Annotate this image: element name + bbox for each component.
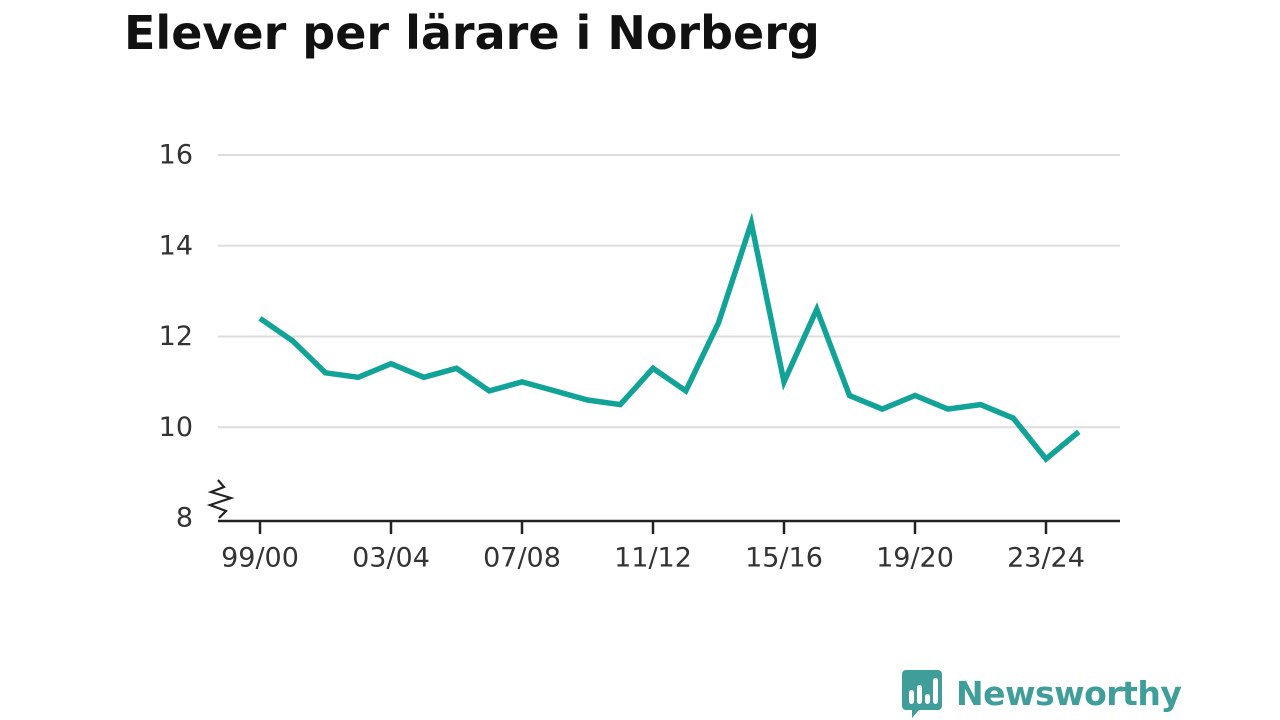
newsworthy-logo-text: Newsworthy <box>956 674 1182 713</box>
x-tick-label: 15/16 <box>745 543 823 574</box>
y-tick-label: 12 <box>159 321 193 352</box>
chart-title: Elever per lärare i Norberg <box>124 6 820 60</box>
y-tick-label: 10 <box>159 412 193 443</box>
y-axis-break-icon <box>206 479 235 519</box>
x-tick-label: 07/08 <box>483 543 561 574</box>
x-tick-label: 23/24 <box>1007 543 1085 574</box>
newsworthy-logo-icon <box>902 670 942 718</box>
gridlines <box>218 154 1120 429</box>
x-axis <box>206 479 1120 534</box>
x-axis-labels: 99/00 03/04 07/08 11/12 15/16 19/20 23/24 <box>221 543 1085 574</box>
newsworthy-logo: Newsworthy <box>902 670 1182 718</box>
series-line-0 <box>258 212 1081 463</box>
y-tick-label: 8 <box>176 503 193 534</box>
y-axis-labels: 8 10 12 14 16 <box>159 140 193 534</box>
x-tick-label: 03/04 <box>352 543 430 574</box>
y-tick-label: 16 <box>159 140 193 171</box>
x-tick-label: 99/00 <box>221 543 299 574</box>
x-tick-label: 19/20 <box>876 543 954 574</box>
y-tick-label: 14 <box>159 230 193 261</box>
x-tick-label: 11/12 <box>614 543 692 574</box>
series-lines <box>258 212 1081 463</box>
